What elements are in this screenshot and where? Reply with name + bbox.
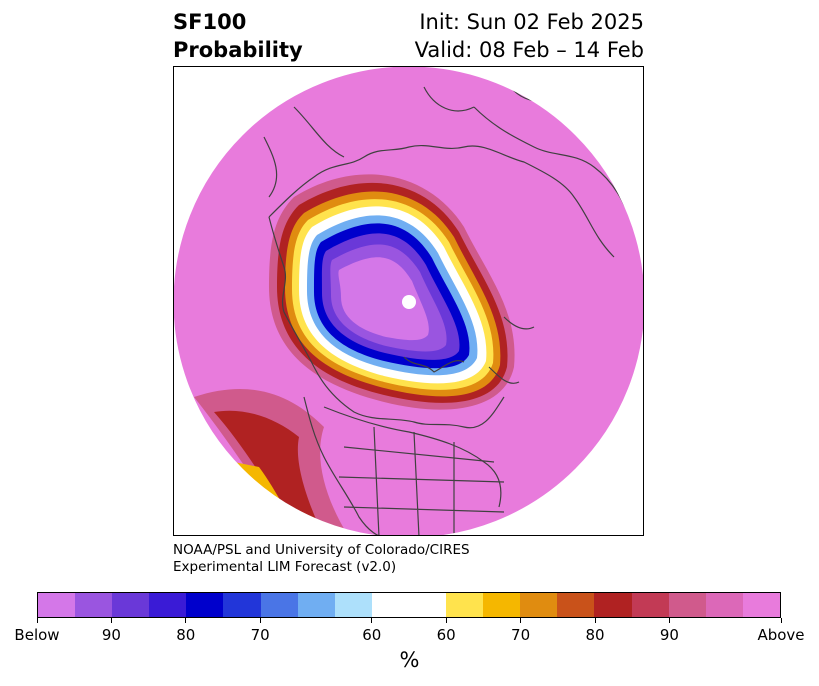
colorbar-segment	[446, 593, 484, 617]
colorbar-tick-mark	[259, 618, 261, 623]
colorbar-tick-label: 70	[250, 626, 270, 644]
colorbar-segment	[75, 593, 113, 617]
colorbar-tick-label: Above	[757, 626, 805, 644]
colorbar-tick-mark	[110, 618, 112, 623]
variable-name: SF100	[173, 10, 247, 34]
forecast-dates: Init: Sun 02 Feb 2025 Valid: 08 Feb – 14…	[415, 8, 644, 64]
colorbar-segment	[594, 593, 632, 617]
colorbar-tick-mark	[36, 618, 38, 623]
north-pole-marker	[402, 295, 416, 309]
colorbar-tick-label: Below	[14, 626, 60, 644]
colorbar-segment	[112, 593, 150, 617]
colorbar-tick-label: 80	[585, 626, 605, 644]
map-canvas	[174, 67, 643, 535]
coastlines	[263, 76, 635, 535]
colorbar-tick-mark	[520, 618, 522, 623]
colorbar-segment	[557, 593, 595, 617]
map-title: SF100 Probability	[173, 8, 303, 64]
data-credit: NOAA/PSL and University of Colorado/CIRE…	[173, 542, 470, 576]
colorbar-tick-mark	[445, 618, 447, 623]
credit-org: NOAA/PSL and University of Colorado/CIRE…	[173, 542, 470, 558]
colorbar-tick-mark	[668, 618, 670, 623]
colorbar-segment	[334, 593, 372, 617]
colorbar-segment	[149, 593, 187, 617]
colorbar-tick-label: 90	[101, 626, 121, 644]
colorbar-tick-label: 60	[362, 626, 382, 644]
colorbar-segment	[260, 593, 298, 617]
colorbar-segment	[631, 593, 669, 617]
colorbar-segment	[483, 593, 521, 617]
product-name: Probability	[173, 38, 303, 62]
colorbar-tick-label: 70	[511, 626, 531, 644]
colorbar-segment	[186, 593, 224, 617]
colorbar-unit: %	[399, 648, 420, 672]
colorbar-segment	[705, 593, 743, 617]
ring-below-core	[338, 257, 429, 341]
colorbar-segment	[668, 593, 706, 617]
colorbar-ticks: Below 90 80 70 60 60 70 80 90 Above	[14, 618, 805, 644]
colorbar	[37, 592, 781, 618]
probability-map	[173, 66, 644, 536]
colorbar-tick-mark	[780, 618, 782, 623]
colorbar-tick-label: 60	[436, 626, 456, 644]
colorbar-segment	[223, 593, 261, 617]
colorbar-tick-label: 90	[659, 626, 679, 644]
colorbar-segment	[297, 593, 335, 617]
colorbar-tick-mark	[371, 618, 373, 623]
western-us-anomaly-core	[214, 410, 324, 535]
colorbar-tick-mark	[185, 618, 187, 623]
colorbar-segment	[742, 593, 780, 617]
colorbar-segment	[38, 593, 76, 617]
colorbar-tick-label: 80	[176, 626, 196, 644]
colorbar-tick-mark	[594, 618, 596, 623]
colorbar-segment	[371, 593, 447, 617]
init-date: Init: Sun 02 Feb 2025	[419, 10, 644, 34]
credit-model: Experimental LIM Forecast (v2.0)	[173, 559, 397, 575]
valid-range: Valid: 08 Feb – 14 Feb	[414, 38, 644, 62]
colorbar-segment	[520, 593, 558, 617]
